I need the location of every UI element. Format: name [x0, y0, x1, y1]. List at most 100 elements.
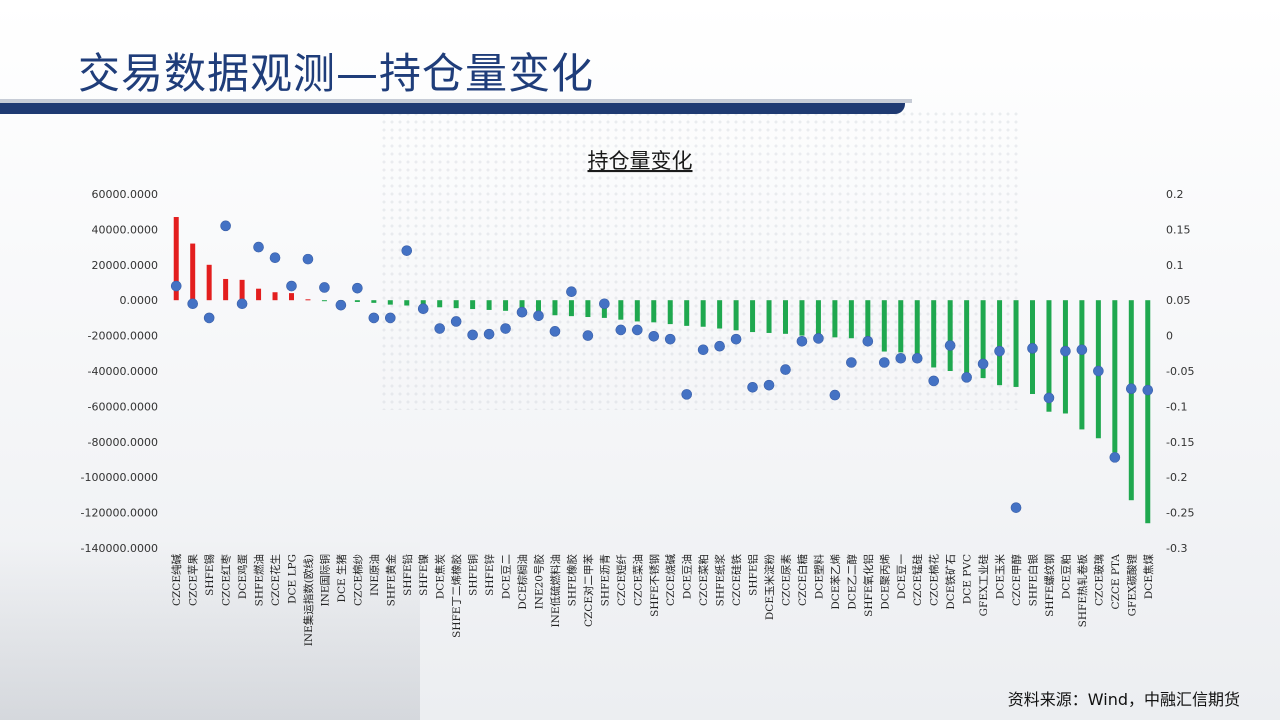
dot-point: [220, 220, 231, 232]
bar: [223, 278, 229, 301]
dot-point: [928, 375, 940, 387]
bar: [404, 300, 410, 306]
dot-point: [862, 335, 874, 347]
dot-point: [747, 381, 758, 393]
category-label: CZCE甲醇: [1010, 554, 1023, 607]
bar: [832, 300, 838, 338]
dot-point: [846, 357, 857, 368]
category-label: CZCE硅铁: [730, 554, 743, 607]
category-label: DCE焦炭: [434, 554, 447, 600]
bar: [503, 300, 509, 311]
category-label: SHFE镍: [417, 554, 430, 596]
bar: [766, 300, 772, 333]
bar: [947, 300, 953, 371]
category-label: GFEX工业硅: [977, 554, 990, 617]
bar: [815, 300, 821, 337]
dot-series: [170, 220, 1154, 513]
category-label: DCE豆粕: [1059, 554, 1072, 599]
category-label: SHFE铝: [747, 554, 760, 596]
dot-point: [1109, 452, 1121, 463]
bar: [733, 300, 739, 331]
dot-point: [401, 245, 413, 256]
dot-point: [335, 299, 347, 311]
right-tick-label: -0.2: [1166, 471, 1187, 484]
left-tick-label: -60000.0000: [88, 400, 158, 413]
header-rule-light: [0, 99, 912, 103]
dot-point: [483, 328, 495, 340]
category-label: DCE PVC: [962, 554, 974, 604]
right-tick-label: -0.05: [1166, 365, 1194, 378]
dot-point: [994, 345, 1005, 357]
bar: [190, 243, 196, 301]
left-tick-label: 0.0000: [120, 294, 159, 307]
category-label: CZCE花生: [269, 554, 282, 606]
bar: [848, 300, 854, 339]
category-label: SHFE不锈钢: [648, 554, 661, 617]
dot-point: [1010, 502, 1022, 513]
dot-point: [1076, 344, 1088, 356]
category-label: DCE铁矿石: [944, 554, 957, 610]
dot-point: [549, 326, 561, 337]
bar: [568, 300, 574, 317]
right-tick-label: 0.2: [1166, 188, 1184, 201]
dot-point: [286, 280, 297, 292]
dot-point: [730, 333, 742, 345]
dot-point: [368, 312, 380, 324]
header-rule: [0, 103, 905, 114]
dot-point: [533, 310, 544, 322]
bar: [371, 300, 377, 303]
category-label: GFEX碳酸锂: [1125, 554, 1138, 617]
bar: [552, 300, 558, 316]
dot-point: [648, 331, 660, 342]
category-label: SHFE燃油: [253, 554, 266, 606]
bar: [486, 300, 492, 310]
chart-title: 持仓量变化: [588, 149, 693, 173]
category-label: CZCE苹果: [187, 554, 200, 607]
left-tick-label: -80000.0000: [88, 436, 158, 449]
dot-point: [467, 329, 478, 341]
category-label: DCE棕榈油: [516, 554, 529, 610]
bar: [289, 293, 294, 301]
left-tick-label: -140000.0000: [81, 542, 158, 555]
dot-point: [878, 357, 890, 368]
category-label: INE20号胶: [533, 554, 546, 610]
dot-point: [352, 282, 363, 294]
dot-point: [615, 324, 627, 336]
page-title: 交易数据观测—持仓量变化: [78, 49, 595, 98]
category-label: CZCE棉花: [928, 554, 941, 607]
dot-point: [302, 253, 314, 265]
bar: [239, 279, 245, 301]
right-tick-label: 0: [1166, 330, 1173, 343]
category-label: DCE鸡蛋: [236, 554, 249, 600]
bar: [634, 300, 640, 322]
category-label: SHFE热轧卷板: [1076, 554, 1089, 628]
bar: [980, 300, 986, 379]
dot-point: [681, 389, 693, 400]
left-axis: 60000.0000 40000.0000 20000.0000 0.0000 -200…: [81, 188, 158, 555]
bar: [1128, 300, 1134, 501]
bar: [997, 300, 1003, 386]
dot-point: [911, 352, 923, 364]
open-interest-chart: 持仓量变化 60000.0000 40000.0000 20000.0000 0.00…: [81, 149, 1195, 646]
dot-point: [829, 389, 841, 401]
category-label: DCE豆二: [501, 554, 513, 599]
category-label: CZCE对二甲苯: [582, 554, 595, 628]
category-label: CZCE尿素: [780, 554, 793, 606]
category-label: SHFE锡: [203, 554, 216, 596]
left-tick-label: 40000.0000: [92, 223, 158, 236]
category-label: SHFE黄金: [384, 554, 397, 607]
category-label: CZCE菜粕: [697, 554, 710, 606]
category-label: CZCE白糖: [796, 554, 809, 607]
left-tick-label: -120000.0000: [81, 507, 158, 520]
category-label: DCE苯乙烯: [829, 554, 842, 610]
bar: [1112, 300, 1118, 453]
dot-point: [631, 324, 643, 336]
category-label: SHFE氧化铝: [862, 554, 875, 617]
category-label: DCE玉米: [994, 554, 1007, 600]
dot-point: [384, 312, 396, 324]
left-tick-label: 60000.0000: [92, 188, 158, 201]
bar: [881, 300, 887, 352]
bar: [783, 300, 788, 334]
dot-point: [203, 312, 215, 324]
dot-point: [582, 330, 594, 341]
